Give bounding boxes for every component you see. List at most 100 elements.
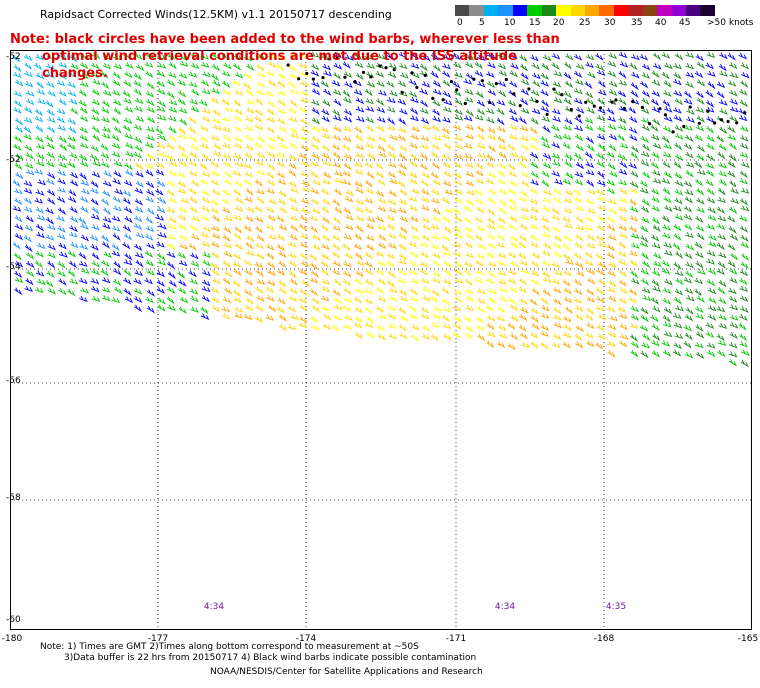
wind-barb <box>420 277 430 284</box>
wind-barb <box>90 243 99 251</box>
wind-barb <box>630 242 640 249</box>
wind-barb <box>12 205 22 212</box>
wind-barb <box>540 330 549 337</box>
wind-barb <box>584 225 594 231</box>
wind-barb <box>464 88 474 95</box>
wind-barb <box>410 107 419 115</box>
wind-barb <box>431 143 440 151</box>
wind-barb <box>696 115 705 123</box>
wind-barb <box>410 115 419 122</box>
wind-barb <box>541 304 550 312</box>
wind-barb <box>398 268 407 276</box>
wind-barb <box>661 215 671 223</box>
wind-barb <box>145 70 154 79</box>
contamination-dot <box>688 105 692 109</box>
wind-barb <box>510 63 519 70</box>
wind-barb <box>222 234 231 243</box>
wind-barb <box>685 52 695 58</box>
wind-barb <box>729 268 738 275</box>
wind-barb <box>465 180 474 187</box>
wind-barb <box>79 106 88 115</box>
wind-barb <box>597 195 606 202</box>
wind-barb <box>454 134 463 141</box>
wind-barb <box>421 234 430 242</box>
wind-barb <box>211 296 220 304</box>
wind-barb <box>697 268 706 275</box>
wind-barb <box>729 72 739 79</box>
wind-barb <box>640 225 649 233</box>
wind-barb <box>343 71 353 78</box>
wind-barb <box>113 63 123 70</box>
wind-barb <box>730 187 739 195</box>
wind-barb <box>157 259 167 266</box>
wind-barb <box>652 333 661 341</box>
wind-barb <box>177 187 187 194</box>
wind-barb <box>685 71 695 78</box>
wind-barb <box>45 234 55 241</box>
wind-barb <box>408 78 418 86</box>
wind-barb <box>707 313 717 321</box>
wind-barb <box>23 187 33 195</box>
wind-barb <box>519 259 529 266</box>
wind-barb <box>100 70 109 79</box>
wind-barb <box>125 169 134 177</box>
wind-barb <box>551 214 561 221</box>
wind-barb <box>575 106 585 114</box>
wind-barb <box>113 54 122 61</box>
wind-barb <box>717 261 726 269</box>
wind-barb <box>255 242 264 250</box>
wind-barb <box>343 115 353 123</box>
wind-barb <box>320 224 329 233</box>
wind-barb <box>410 225 419 233</box>
wind-barb <box>520 63 529 72</box>
wind-barb <box>124 206 133 214</box>
wind-barb <box>323 88 332 96</box>
wind-barb <box>629 259 638 267</box>
wind-barb <box>90 180 99 189</box>
wind-barb <box>288 295 298 302</box>
wind-barb <box>122 197 132 205</box>
wind-barb <box>266 187 275 195</box>
wind-barb <box>420 117 430 125</box>
wind-barb <box>443 225 452 234</box>
wind-barb <box>553 89 562 97</box>
wind-barb <box>553 314 562 321</box>
wind-barb <box>563 97 572 106</box>
wind-barb <box>498 332 508 339</box>
wind-barb <box>343 108 353 116</box>
wind-barb <box>135 180 145 188</box>
wind-barb <box>641 151 650 158</box>
wind-barb <box>387 71 397 79</box>
wind-barb <box>684 332 693 341</box>
wind-barb <box>70 179 79 187</box>
wind-barb <box>408 304 417 313</box>
wind-barb <box>243 82 252 90</box>
wind-barb <box>378 89 387 96</box>
wind-barb <box>144 277 153 285</box>
y-tick-label: -60 <box>6 615 21 625</box>
wind-barb <box>463 153 473 160</box>
wind-barb <box>674 98 684 106</box>
wind-barb <box>376 98 385 106</box>
wind-barb <box>509 52 518 60</box>
wind-barb <box>574 178 584 186</box>
wind-barb <box>179 243 188 250</box>
wind-barb <box>530 315 540 323</box>
wind-barb <box>91 224 100 231</box>
wind-barb <box>629 322 639 329</box>
wind-barb <box>45 207 54 215</box>
wind-barb <box>562 142 571 150</box>
legend-color-bar <box>455 5 715 16</box>
wind-barb <box>113 160 123 167</box>
wind-barb <box>102 189 111 198</box>
wind-barb <box>410 96 419 104</box>
wind-barb <box>23 180 33 187</box>
wind-barb <box>343 296 353 304</box>
wind-barb <box>596 324 606 332</box>
wind-barb <box>642 171 651 179</box>
wind-barb <box>674 172 683 180</box>
wind-barb <box>597 179 606 186</box>
wind-barb <box>300 260 310 267</box>
wind-barb <box>353 321 363 329</box>
wind-barb <box>266 126 275 134</box>
